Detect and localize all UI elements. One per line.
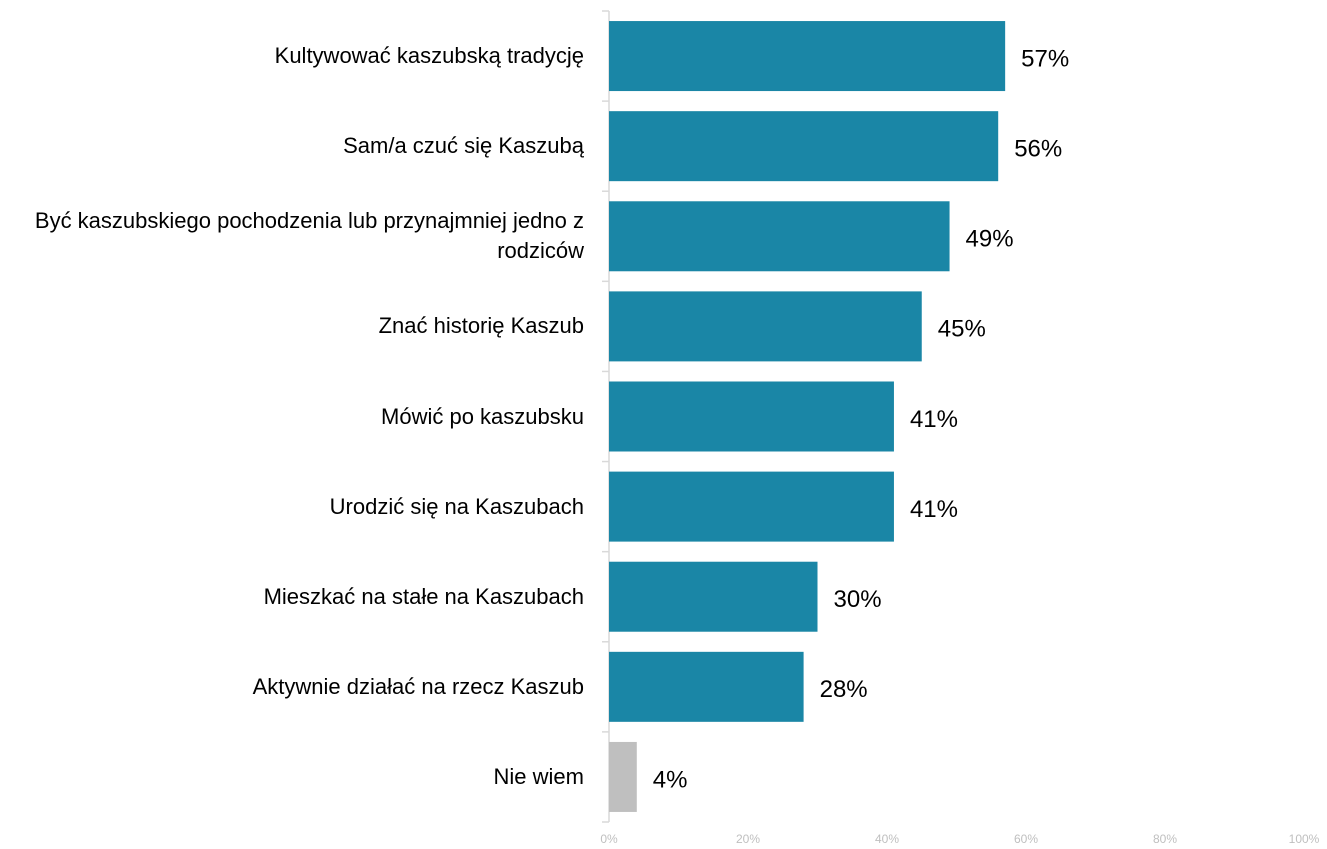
value-label: 49% bbox=[966, 226, 1014, 253]
category-label: Urodzić się na Kaszubach bbox=[329, 493, 584, 519]
category-label: Kultywować kaszubską tradycję bbox=[274, 43, 584, 69]
bar bbox=[609, 21, 1006, 92]
x-tick-label: 80% bbox=[1153, 832, 1177, 846]
x-tick-label: 100% bbox=[1289, 832, 1320, 846]
bar bbox=[609, 651, 804, 722]
value-label: 41% bbox=[910, 406, 958, 433]
value-label: 45% bbox=[938, 316, 986, 343]
category-label: Być kaszubskiego pochodzenia lub przynaj… bbox=[34, 208, 584, 264]
bar bbox=[609, 561, 818, 632]
x-tick-label: 0% bbox=[600, 832, 618, 846]
category-label: Mieszkać na stałe na Kaszubach bbox=[263, 583, 584, 609]
category-label: Aktywnie działać na rzecz Kaszub bbox=[252, 673, 584, 699]
category-label: Znać historię Kaszub bbox=[378, 313, 584, 339]
bar bbox=[609, 381, 894, 452]
x-tick-label: 60% bbox=[1014, 832, 1038, 846]
category-label: Sam/a czuć się Kaszubą bbox=[343, 133, 584, 159]
value-label: 41% bbox=[910, 496, 958, 523]
value-label: 57% bbox=[1021, 45, 1069, 72]
bar bbox=[609, 471, 894, 542]
category-label: Nie wiem bbox=[493, 763, 584, 789]
value-label: 30% bbox=[834, 586, 882, 613]
x-tick-label: 40% bbox=[875, 832, 899, 846]
bar bbox=[609, 111, 999, 182]
value-label: 28% bbox=[820, 676, 868, 703]
bar bbox=[609, 741, 637, 812]
value-label: 56% bbox=[1014, 136, 1062, 163]
bar bbox=[609, 201, 950, 272]
category-label: Mówić po kaszubsku bbox=[381, 403, 584, 429]
value-label: 4% bbox=[653, 766, 688, 793]
x-tick-label: 20% bbox=[736, 832, 760, 846]
bar bbox=[609, 291, 922, 362]
